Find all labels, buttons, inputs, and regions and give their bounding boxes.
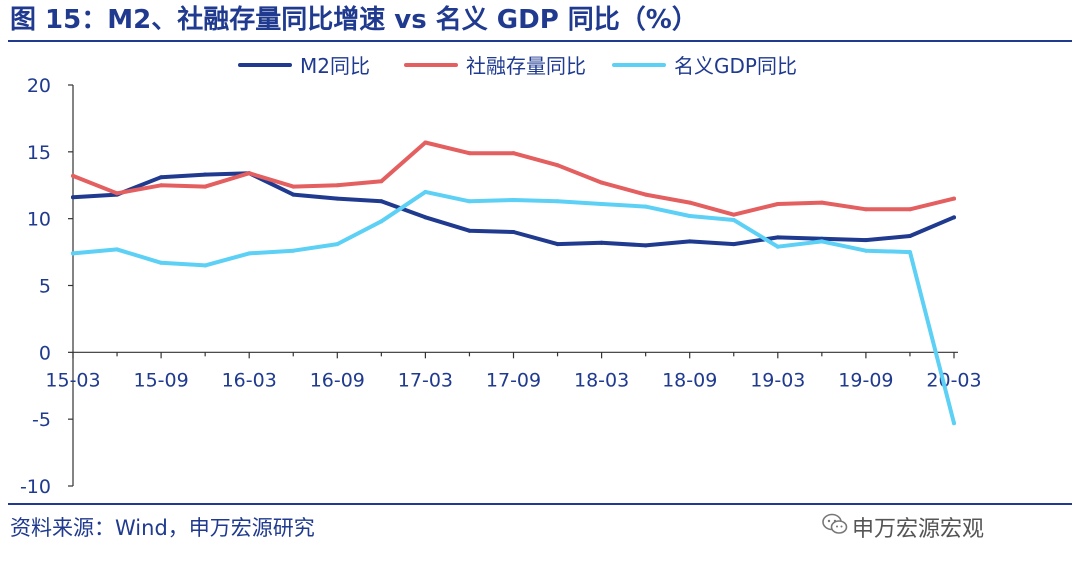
data-point-0: [775, 235, 780, 240]
series-line-0: [71, 171, 956, 248]
data-point-0: [599, 240, 604, 245]
data-point-1: [379, 179, 384, 184]
footer-divider: [8, 503, 1072, 505]
data-point-2: [907, 250, 912, 255]
source-note: 资料来源：Wind，申万宏源研究: [10, 516, 315, 540]
data-point-0: [687, 239, 692, 244]
x-tick-label: 19-09: [838, 369, 893, 391]
data-point-0: [555, 242, 560, 247]
data-point-2: [379, 219, 384, 224]
data-point-0: [71, 195, 75, 200]
legend-label-gdp: 名义GDP同比: [674, 54, 797, 78]
x-tick-label: 17-03: [398, 369, 453, 391]
y-tick-label: 5: [39, 276, 51, 298]
y-tick-label: 10: [27, 209, 51, 231]
data-point-1: [863, 207, 868, 212]
data-point-2: [247, 251, 252, 256]
data-point-2: [291, 248, 296, 253]
x-tick-label: 19-03: [750, 369, 805, 391]
data-point-0: [731, 242, 736, 247]
data-point-2: [819, 239, 824, 244]
data-point-1: [687, 200, 692, 205]
data-point-2: [599, 201, 604, 206]
y-tick-label: -10: [20, 476, 51, 498]
data-point-0: [379, 199, 384, 204]
data-point-2: [863, 248, 868, 253]
data-point-0: [907, 234, 912, 239]
data-point-2: [775, 244, 780, 249]
data-point-1: [511, 151, 516, 156]
data-point-1: [952, 196, 956, 201]
data-point-2: [511, 197, 516, 202]
x-tick-label: 16-03: [222, 369, 277, 391]
legend-label-m2: M2同比: [300, 54, 370, 78]
data-point-2: [952, 421, 956, 426]
data-point-2: [643, 204, 648, 209]
data-point-2: [687, 213, 692, 218]
data-point-1: [907, 207, 912, 212]
data-point-1: [467, 151, 472, 156]
chart-title: 图 15：M2、社融存量同比增速 vs 名义 GDP 同比（%）: [10, 5, 698, 35]
y-tick-label: -5: [32, 409, 51, 431]
legend-swatch-m2: [238, 63, 292, 67]
data-point-0: [643, 243, 648, 248]
data-point-0: [291, 192, 296, 197]
title-divider: [8, 40, 1072, 42]
y-tick-label: 15: [27, 142, 51, 164]
x-tick-label: 18-03: [574, 369, 629, 391]
x-tick-label: 17-09: [486, 369, 541, 391]
data-point-2: [203, 263, 208, 268]
data-point-2: [71, 251, 75, 256]
data-point-0: [159, 175, 164, 180]
data-point-2: [159, 260, 164, 265]
data-point-1: [247, 171, 252, 176]
data-point-1: [335, 183, 340, 188]
data-point-0: [952, 215, 956, 220]
data-point-0: [203, 172, 208, 177]
data-point-1: [599, 180, 604, 185]
data-point-2: [731, 218, 736, 223]
data-point-0: [423, 215, 428, 220]
x-tick-label: 18-09: [662, 369, 717, 391]
legend-label-tsf: 社融存量同比: [466, 54, 586, 78]
y-tick-label: 0: [39, 342, 51, 364]
data-point-0: [511, 230, 516, 235]
data-point-2: [555, 199, 560, 204]
data-point-1: [71, 173, 75, 178]
data-point-1: [643, 192, 648, 197]
x-tick-label: 16-09: [310, 369, 365, 391]
data-point-2: [335, 242, 340, 247]
data-point-2: [467, 199, 472, 204]
data-point-1: [291, 184, 296, 189]
legend-swatch-gdp: [612, 63, 666, 67]
data-point-0: [467, 228, 472, 233]
x-tick-label: 20-03: [926, 369, 981, 391]
data-point-2: [115, 247, 120, 252]
data-point-0: [863, 238, 868, 243]
data-point-1: [775, 201, 780, 206]
data-point-1: [731, 212, 736, 217]
data-point-0: [335, 196, 340, 201]
x-tick-label: 15-09: [133, 369, 188, 391]
wechat-icon: [822, 513, 848, 534]
chart-legend: M2同比 社融存量同比 名义GDP同比: [0, 48, 1080, 80]
x-tick-label: 15-03: [45, 369, 100, 391]
data-point-2: [423, 189, 428, 194]
data-point-1: [203, 184, 208, 189]
data-point-1: [819, 200, 824, 205]
data-point-1: [115, 191, 120, 196]
legend-swatch-tsf: [404, 63, 458, 67]
y-tick-label: 20: [27, 75, 51, 97]
brand-watermark: 申万宏源宏观: [852, 517, 985, 542]
data-point-1: [423, 140, 428, 145]
data-point-1: [159, 183, 164, 188]
data-point-1: [555, 163, 560, 168]
